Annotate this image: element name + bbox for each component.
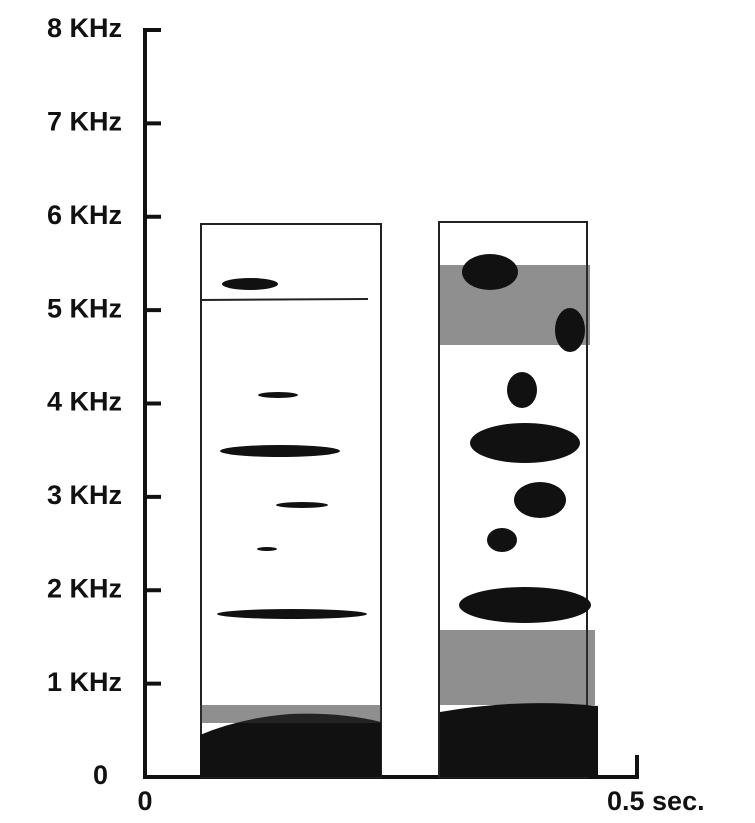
- energy-band: [459, 587, 591, 623]
- y-tick-label: 5 KHz: [47, 293, 122, 323]
- energy-band: [222, 278, 278, 290]
- energy-band: [258, 392, 298, 398]
- y-tick-label: 4 KHz: [47, 387, 122, 417]
- x-tick-label: 0: [137, 786, 152, 816]
- energy-band: [200, 713, 381, 777]
- energy-band: [440, 703, 598, 777]
- y-tick-label: 2 KHz: [47, 573, 122, 603]
- energy-band: [276, 502, 328, 508]
- energy-band: [507, 372, 537, 408]
- x-tick-label: 0.5 sec.: [607, 786, 705, 816]
- panel-frame: [200, 223, 382, 778]
- energy-band: [257, 547, 277, 551]
- energy-band: [462, 254, 518, 290]
- y-tick-label: 1 KHz: [47, 667, 122, 697]
- energy-band: [487, 528, 517, 552]
- energy-band: [555, 308, 585, 352]
- y-tick-label: 6 KHz: [47, 200, 122, 230]
- spectrogram-left: [199, 223, 382, 778]
- energy-band: [220, 445, 340, 457]
- energy-band: [217, 609, 367, 619]
- energy-band: [470, 423, 580, 463]
- y-tick-label: 8 KHz: [47, 13, 122, 43]
- energy-band: [200, 705, 381, 723]
- y-tick-label: 3 KHz: [47, 480, 122, 510]
- y-tick-label: 7 KHz: [47, 107, 122, 137]
- energy-band: [514, 482, 566, 518]
- energy-band: [440, 630, 595, 705]
- energy-band: [199, 298, 369, 301]
- y-tick-label: 0: [93, 760, 108, 790]
- spectrogram-right: [438, 221, 598, 778]
